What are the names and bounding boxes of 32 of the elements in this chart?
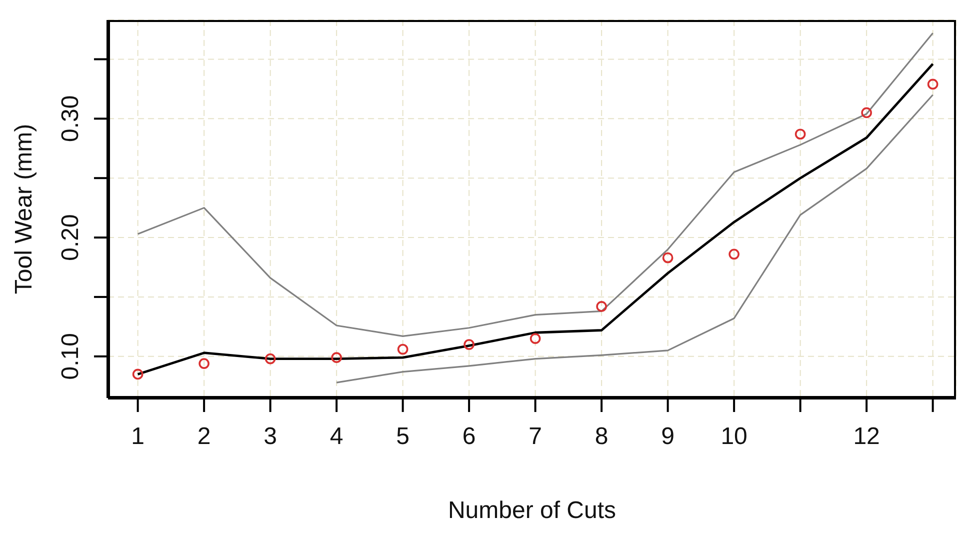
x-tick-label: 3 xyxy=(264,423,277,450)
line-series xyxy=(336,94,934,384)
x-tick-label: 1 xyxy=(131,423,144,450)
x-tick-label: 5 xyxy=(396,423,410,450)
point xyxy=(596,301,607,312)
point xyxy=(198,358,210,369)
point xyxy=(464,339,474,350)
x-tick-label: 9 xyxy=(661,423,674,450)
x-tick-label: 4 xyxy=(330,423,344,450)
point xyxy=(264,353,276,364)
point xyxy=(927,78,938,90)
line-series xyxy=(137,32,934,337)
point xyxy=(861,107,872,118)
x-tick-label: 8 xyxy=(594,423,608,450)
point xyxy=(728,248,740,260)
point xyxy=(662,252,674,264)
y-tick-label: 0.20 xyxy=(57,214,84,261)
x-tick-label: 12 xyxy=(853,423,880,450)
point xyxy=(530,333,541,344)
y-tick-label: 0.10 xyxy=(57,333,84,380)
y-axis-title: Tool Wear (mm) xyxy=(10,124,38,294)
x-tick-label: 7 xyxy=(528,423,542,450)
x-axis-title: Number of Cuts xyxy=(448,497,616,524)
point xyxy=(331,352,342,363)
point xyxy=(794,128,806,140)
point xyxy=(397,344,408,355)
x-tick-label: 2 xyxy=(197,423,211,450)
line-series xyxy=(136,62,934,376)
y-tick-label: 0.30 xyxy=(57,95,84,142)
point xyxy=(132,368,144,380)
x-tick-label: 10 xyxy=(720,423,748,450)
x-tick-label: 6 xyxy=(462,423,476,450)
